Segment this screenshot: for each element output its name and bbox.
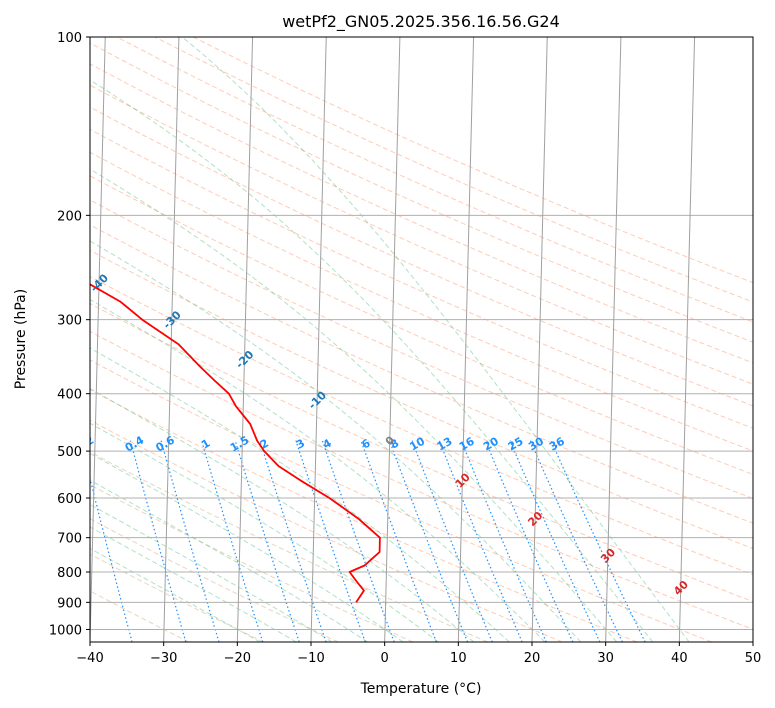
mixing-ratio-line <box>484 440 574 642</box>
x-tick-label: 0 <box>381 651 389 666</box>
y-axis-label: Pressure (hPa) <box>13 289 29 389</box>
dry-adiabat <box>90 419 563 642</box>
isotherm-line <box>605 37 622 642</box>
y-tick-label: 1000 <box>49 623 82 638</box>
mixing-ratio-line <box>411 440 493 642</box>
mixing-ratio-line <box>438 440 523 642</box>
x-tick-label: −10 <box>297 651 324 666</box>
isotherm-line <box>90 37 106 642</box>
moist-adiabat <box>90 422 439 642</box>
moist-adiabat <box>90 347 510 642</box>
isotherm-line <box>678 37 696 642</box>
dry-adiabat <box>90 451 488 642</box>
y-tick-label: 700 <box>57 532 82 547</box>
isotherm-line <box>236 37 254 642</box>
dry-adiabat <box>90 199 753 500</box>
x-tick-label: −20 <box>224 651 251 666</box>
y-tick-label: 900 <box>57 596 82 611</box>
x-tick-label: 50 <box>745 651 762 666</box>
x-tick-label: −40 <box>76 651 103 666</box>
isotherm-line <box>310 37 327 642</box>
x-tick-label: 40 <box>671 651 688 666</box>
isotherm-line <box>384 37 401 642</box>
x-tick-label: 10 <box>450 651 467 666</box>
dry-adiabat <box>90 389 638 642</box>
x-axis-ticks: −40 −30 −20 −10 0 10 20 30 40 50 <box>76 642 761 666</box>
skewed-isotherms <box>90 37 753 642</box>
dry-adiabat <box>90 84 753 385</box>
moist-adiabat <box>90 452 404 642</box>
dry-adiabat <box>90 175 753 475</box>
dry-adiabat <box>90 151 753 452</box>
x-axis-label: Temperature (°C) <box>360 681 482 697</box>
mixing-ratio-line <box>129 440 187 642</box>
x-tick-label: 30 <box>597 651 614 666</box>
y-tick-label: 600 <box>57 492 82 507</box>
moist-adiabat <box>181 37 690 642</box>
series-lines <box>90 283 381 603</box>
mixing-ratio-line <box>460 440 547 642</box>
moist-adiabat <box>90 503 333 642</box>
moist-adiabat <box>90 547 261 642</box>
y-tick-label: 500 <box>57 445 82 460</box>
y-tick-label: 200 <box>57 209 82 224</box>
dry-adiabat <box>90 224 753 524</box>
dry-adiabat <box>90 590 190 642</box>
x-tick-label: −30 <box>150 651 177 666</box>
dry-adiabat <box>90 106 753 407</box>
y-tick-label: 800 <box>57 566 82 581</box>
x-tick-label: 20 <box>524 651 541 666</box>
moist-adiabat <box>90 240 582 642</box>
y-axis-ticks: 100 200 300 400 500 600 700 800 900 1000 <box>49 31 90 638</box>
dry-adiabat <box>90 128 753 429</box>
moist-adiabat <box>90 526 297 642</box>
temperature-line <box>90 283 381 603</box>
moist-adiabat <box>90 298 546 642</box>
mixing-ratio-line <box>90 475 133 642</box>
plot-frame <box>89 36 754 643</box>
grid-lines <box>90 37 753 630</box>
chart-title: wetPf2_GN05.2025.356.16.56.G24 <box>282 12 560 32</box>
dry-adiabat <box>90 330 753 630</box>
mixing-ratio-label: 0.2 <box>73 434 96 455</box>
mixing-ratio-line <box>321 440 395 642</box>
dry-adiabat <box>90 359 712 642</box>
isotherm-line <box>457 37 475 642</box>
isotherm-line <box>531 37 548 642</box>
y-tick-label: 300 <box>57 314 82 329</box>
moist-adiabat <box>90 479 368 642</box>
dry-adiabats <box>90 37 753 642</box>
y-tick-label: 100 <box>57 31 82 46</box>
moist-adiabat <box>90 388 475 642</box>
dry-adiabat <box>90 302 753 603</box>
dry-adiabat <box>90 249 753 550</box>
mixing-ratio-line <box>160 440 220 642</box>
y-tick-label: 400 <box>57 388 82 403</box>
mixing-ratio-line <box>201 440 264 642</box>
